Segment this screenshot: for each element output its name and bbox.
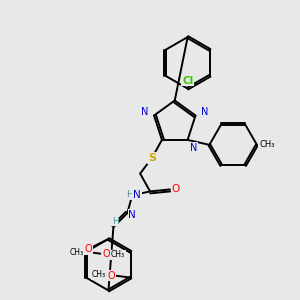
Text: N: N	[133, 190, 141, 200]
Text: N: N	[201, 107, 208, 118]
Text: CH₃: CH₃	[259, 140, 274, 149]
Text: N: N	[141, 107, 148, 118]
Text: CH₃: CH₃	[92, 270, 106, 279]
Text: CH₃: CH₃	[111, 250, 125, 259]
Text: H: H	[126, 190, 133, 199]
Text: O: O	[85, 244, 92, 254]
Text: N: N	[128, 210, 136, 220]
Text: S: S	[148, 153, 156, 163]
Text: O: O	[172, 184, 180, 194]
Text: O: O	[102, 249, 110, 259]
Text: H: H	[112, 217, 119, 226]
Text: Cl: Cl	[182, 76, 193, 85]
Text: O: O	[107, 271, 115, 281]
Text: CH₃: CH₃	[70, 248, 84, 257]
Text: N: N	[190, 143, 197, 153]
